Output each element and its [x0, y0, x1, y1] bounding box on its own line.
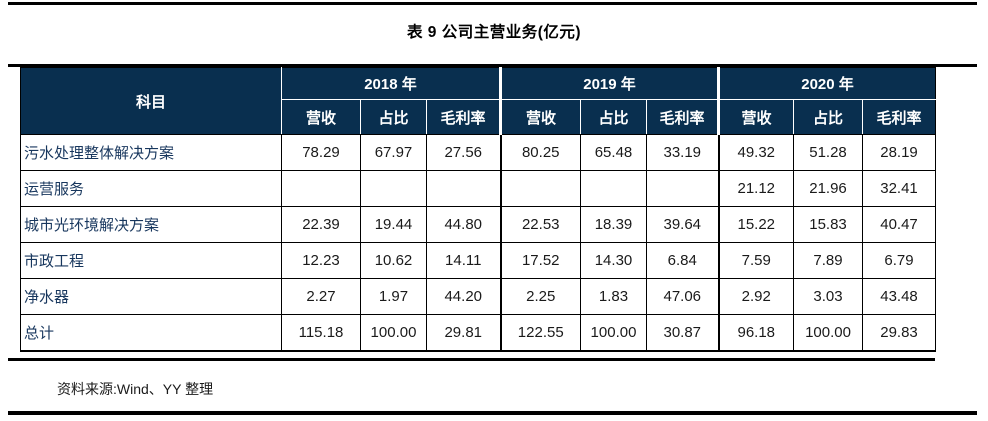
- column-header-margin-2018: 毛利率: [426, 99, 501, 135]
- cell: 29.83: [862, 314, 937, 352]
- cell: 65.48: [580, 134, 647, 171]
- cell: 33.19: [645, 134, 720, 171]
- cell: 32.41: [862, 170, 937, 207]
- sub-header-row: 营收 占比 毛利率 营收 占比 毛利率 营收 占比 毛利率: [21, 99, 937, 135]
- row-label: 市政工程: [20, 242, 282, 279]
- table-row: 净水器 2.27 1.97 44.20 2.25 1.83 47.06 2.92…: [20, 278, 937, 315]
- bottom-divider: [8, 411, 977, 415]
- cell: 78.29: [281, 134, 361, 171]
- cell: 7.89: [793, 242, 864, 279]
- cell: 7.59: [717, 242, 795, 279]
- table-row: 总计 115.18 100.00 29.81 122.55 100.00 30.…: [20, 314, 937, 352]
- cell: 39.64: [645, 206, 720, 243]
- cell: 22.53: [499, 206, 581, 243]
- cell: 6.84: [645, 242, 720, 279]
- table-row: 市政工程 12.23 10.62 14.11 17.52 14.30 6.84 …: [20, 242, 937, 279]
- cell: 49.32: [717, 134, 795, 171]
- cell: 96.18: [717, 314, 795, 352]
- table-top-divider: [8, 64, 977, 67]
- cell: 17.52: [499, 242, 581, 279]
- column-group-2019: 2019 年: [498, 67, 720, 100]
- cell: 22.39: [281, 206, 361, 243]
- data-source-note: 资料来源:Wind、YY 整理: [57, 381, 214, 397]
- cell: 3.03: [793, 278, 864, 315]
- cell: 44.20: [426, 278, 501, 315]
- column-header-subject: 科目: [20, 67, 282, 135]
- table-row: 运营服务 21.12 21.96 32.41: [20, 170, 937, 207]
- cell: 2.92: [717, 278, 795, 315]
- column-header-share-2020: 占比: [793, 99, 864, 135]
- row-label: 污水处理整体解决方案: [20, 134, 282, 171]
- cell: [580, 170, 647, 207]
- cell: 27.56: [426, 134, 501, 171]
- table-bottom-divider: [8, 358, 935, 361]
- column-header-revenue-2020: 营收: [717, 99, 795, 135]
- cell: [360, 170, 427, 207]
- row-label: 总计: [20, 314, 282, 352]
- cell: 122.55: [499, 314, 581, 352]
- column-header-margin-2020: 毛利率: [862, 99, 937, 135]
- cell: 18.39: [580, 206, 647, 243]
- column-header-share-2018: 占比: [360, 99, 427, 135]
- column-header-margin-2019: 毛利率: [645, 99, 720, 135]
- cell: 28.19: [862, 134, 937, 171]
- top-divider: [8, 2, 977, 5]
- cell: 1.83: [580, 278, 647, 315]
- column-header-revenue-2019: 营收: [499, 99, 581, 135]
- cell: 15.22: [717, 206, 795, 243]
- cell: 29.81: [426, 314, 501, 352]
- cell: [645, 170, 720, 207]
- cell: [281, 170, 361, 207]
- cell: 19.44: [360, 206, 427, 243]
- row-label: 运营服务: [20, 170, 282, 207]
- cell: 2.25: [499, 278, 581, 315]
- cell: 12.23: [281, 242, 361, 279]
- cell: 30.87: [645, 314, 720, 352]
- cell: 80.25: [499, 134, 581, 171]
- cell: 44.80: [426, 206, 501, 243]
- cell: [426, 170, 501, 207]
- cell: 14.30: [580, 242, 647, 279]
- column-group-2018: 2018 年: [281, 67, 501, 100]
- column-header-revenue-2018: 营收: [281, 99, 361, 135]
- cell: 100.00: [580, 314, 647, 352]
- column-header-share-2019: 占比: [580, 99, 647, 135]
- cell: 67.97: [360, 134, 427, 171]
- cell: 51.28: [793, 134, 864, 171]
- main-business-table: 科目 2018 年 2019 年 2020 年 营收 占比 毛利率 营收 占比 …: [20, 67, 937, 352]
- table-row: 城市光环境解决方案 22.39 19.44 44.80 22.53 18.39 …: [20, 206, 937, 243]
- row-label: 城市光环境解决方案: [20, 206, 282, 243]
- cell: 40.47: [862, 206, 937, 243]
- cell: [499, 170, 581, 207]
- cell: 47.06: [645, 278, 720, 315]
- cell: 14.11: [426, 242, 501, 279]
- cell: 15.83: [793, 206, 864, 243]
- cell: 115.18: [281, 314, 361, 352]
- cell: 21.12: [717, 170, 795, 207]
- cell: 43.48: [862, 278, 937, 315]
- column-group-2020: 2020 年: [717, 67, 937, 100]
- cell: 21.96: [793, 170, 864, 207]
- cell: 2.27: [281, 278, 361, 315]
- row-label: 净水器: [20, 278, 282, 315]
- cell: 1.97: [360, 278, 427, 315]
- cell: 6.79: [862, 242, 937, 279]
- cell: 10.62: [360, 242, 427, 279]
- cell: 100.00: [793, 314, 864, 352]
- cell: 100.00: [360, 314, 427, 352]
- year-header-row: 科目 2018 年 2019 年 2020 年: [20, 67, 937, 135]
- table-row: 污水处理整体解决方案 78.29 67.97 27.56 80.25 65.48…: [20, 134, 937, 171]
- table-title: 表 9 公司主营业务(亿元): [406, 24, 582, 41]
